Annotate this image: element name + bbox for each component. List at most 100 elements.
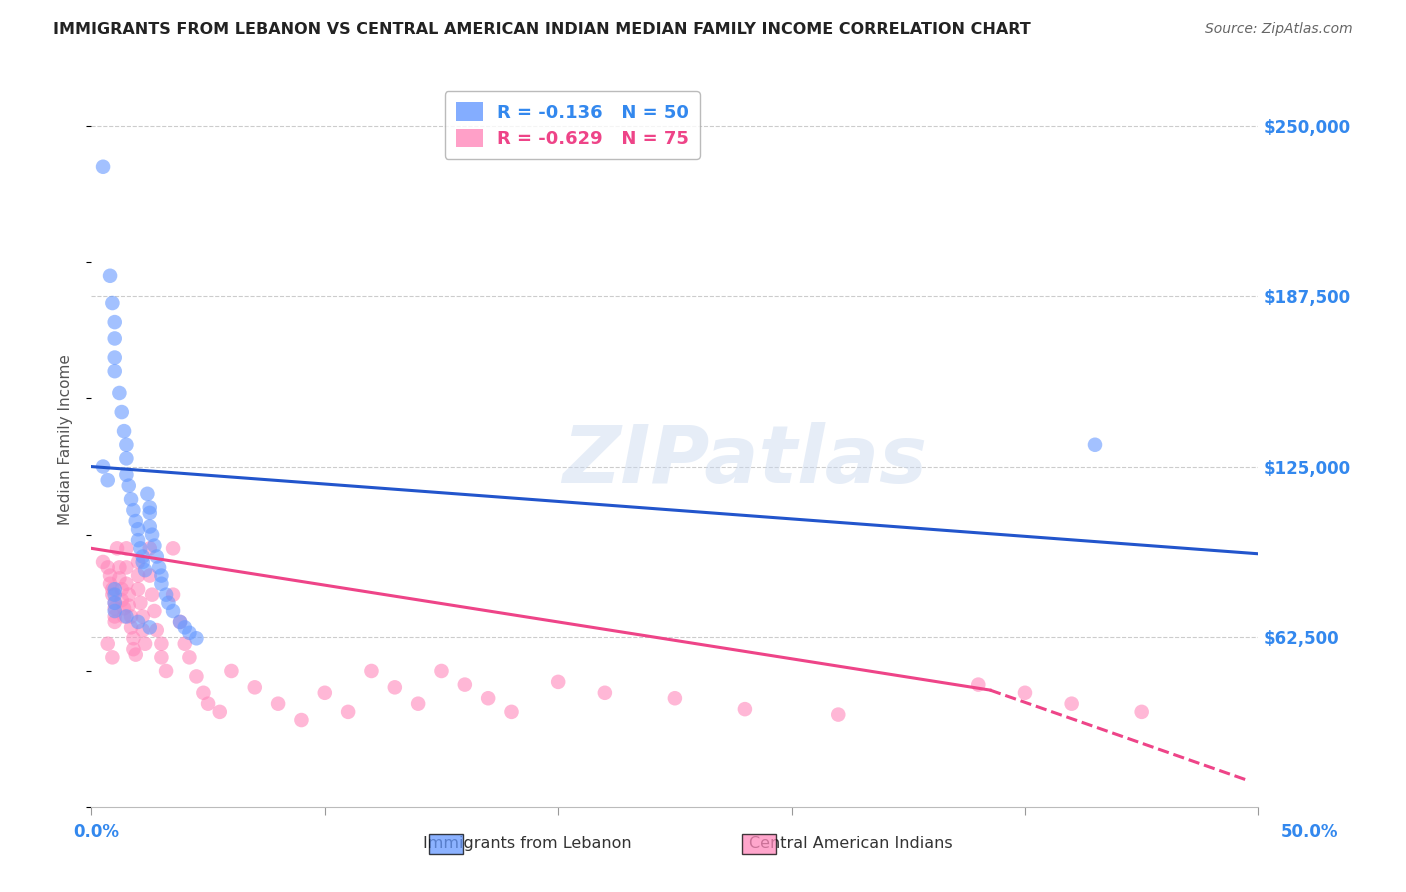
Point bbox=[105, 541, 128, 556]
Point bbox=[1130, 705, 1153, 719]
Point bbox=[104, 609, 127, 624]
Point bbox=[141, 527, 163, 541]
Point bbox=[155, 588, 177, 602]
Point bbox=[138, 500, 162, 515]
Point bbox=[91, 555, 114, 569]
Point bbox=[406, 697, 429, 711]
Point bbox=[120, 620, 142, 634]
Point bbox=[290, 713, 312, 727]
Point bbox=[97, 637, 120, 651]
Point bbox=[134, 637, 156, 651]
Point bbox=[127, 568, 149, 582]
Point bbox=[593, 686, 616, 700]
Text: ZIPatlas: ZIPatlas bbox=[562, 423, 928, 500]
Point bbox=[118, 588, 141, 602]
Point bbox=[122, 642, 145, 657]
Point bbox=[91, 160, 114, 174]
Point bbox=[111, 582, 134, 597]
Point bbox=[97, 560, 120, 574]
Point bbox=[477, 691, 499, 706]
Point bbox=[547, 674, 569, 689]
Point bbox=[120, 609, 142, 624]
Point bbox=[98, 576, 121, 591]
Point bbox=[101, 650, 124, 665]
Point bbox=[115, 609, 138, 624]
Point bbox=[267, 697, 290, 711]
Y-axis label: Median Family Income: Median Family Income bbox=[58, 354, 73, 524]
Point bbox=[91, 459, 114, 474]
Point bbox=[143, 604, 166, 618]
Point bbox=[122, 632, 145, 646]
Text: 50.0%: 50.0% bbox=[1281, 822, 1339, 840]
Point bbox=[150, 650, 173, 665]
Point bbox=[173, 637, 195, 651]
Point bbox=[179, 650, 201, 665]
Point bbox=[115, 560, 138, 574]
Point bbox=[115, 576, 138, 591]
Point bbox=[143, 539, 166, 553]
Point bbox=[98, 268, 121, 283]
Point bbox=[104, 596, 127, 610]
Text: 0.0%: 0.0% bbox=[73, 822, 120, 840]
Point bbox=[132, 555, 155, 569]
Point bbox=[162, 588, 184, 602]
Point bbox=[115, 467, 138, 482]
Point bbox=[138, 541, 162, 556]
Point bbox=[108, 386, 131, 401]
Point bbox=[132, 623, 155, 637]
Point bbox=[104, 582, 127, 597]
Point bbox=[132, 549, 155, 564]
Point bbox=[111, 405, 134, 419]
Point bbox=[127, 522, 149, 536]
Point bbox=[337, 705, 360, 719]
Point bbox=[138, 519, 162, 533]
Point bbox=[120, 492, 142, 507]
Point bbox=[104, 601, 127, 615]
Point bbox=[111, 593, 134, 607]
Point bbox=[664, 691, 686, 706]
Point bbox=[118, 599, 141, 613]
Text: IMMIGRANTS FROM LEBANON VS CENTRAL AMERICAN INDIAN MEDIAN FAMILY INCOME CORRELAT: IMMIGRANTS FROM LEBANON VS CENTRAL AMERI… bbox=[53, 22, 1031, 37]
Point bbox=[104, 315, 127, 329]
Point bbox=[169, 615, 191, 629]
Point bbox=[162, 604, 184, 618]
Point bbox=[104, 331, 127, 345]
Point bbox=[138, 568, 162, 582]
Point bbox=[173, 620, 195, 634]
Point bbox=[129, 541, 152, 556]
Point bbox=[155, 664, 177, 678]
Text: Source: ZipAtlas.com: Source: ZipAtlas.com bbox=[1205, 22, 1353, 37]
Point bbox=[141, 588, 163, 602]
Point bbox=[127, 555, 149, 569]
Point bbox=[384, 681, 406, 695]
Point bbox=[127, 533, 149, 548]
Point bbox=[97, 473, 120, 487]
Point bbox=[150, 576, 173, 591]
Point bbox=[186, 632, 208, 646]
Point bbox=[193, 686, 215, 700]
Point bbox=[132, 609, 155, 624]
Point bbox=[112, 601, 135, 615]
Point bbox=[148, 560, 170, 574]
Point bbox=[221, 664, 243, 678]
Point bbox=[112, 424, 135, 438]
Point bbox=[208, 705, 231, 719]
Point bbox=[134, 563, 156, 577]
Point bbox=[101, 588, 124, 602]
Point bbox=[104, 364, 127, 378]
Point bbox=[127, 615, 149, 629]
Point bbox=[122, 503, 145, 517]
Point bbox=[136, 487, 159, 501]
Point bbox=[169, 615, 191, 629]
Point bbox=[104, 351, 127, 365]
Point bbox=[314, 686, 336, 700]
Point bbox=[1060, 697, 1083, 711]
Point bbox=[115, 451, 138, 466]
Text: Immigrants from Lebanon: Immigrants from Lebanon bbox=[423, 837, 631, 851]
Point bbox=[101, 582, 124, 597]
Point bbox=[162, 541, 184, 556]
Point bbox=[115, 438, 138, 452]
Point bbox=[1014, 686, 1036, 700]
Point bbox=[138, 620, 162, 634]
Point bbox=[501, 705, 523, 719]
